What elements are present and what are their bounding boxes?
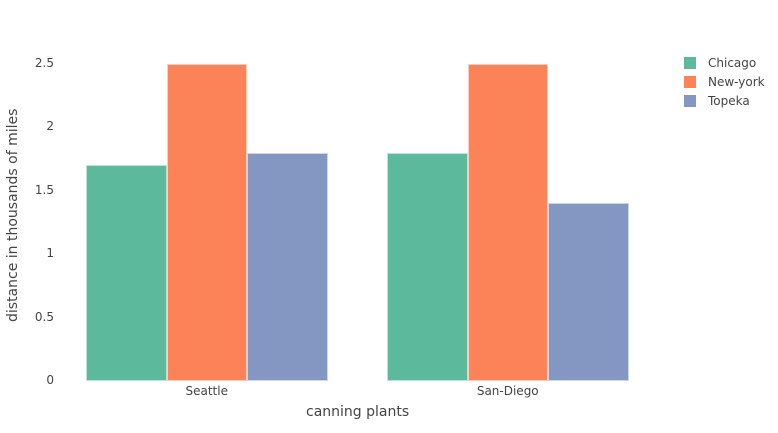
bar-san-diego-new-york[interactable] <box>467 64 548 381</box>
legend: Chicago New-york Topeka <box>684 53 765 110</box>
y-tick-label: 2.5 <box>34 56 54 70</box>
bar-seattle-new-york[interactable] <box>166 64 247 381</box>
legend-swatch-icon <box>684 75 696 88</box>
legend-item-new-york[interactable]: New-york <box>684 72 765 91</box>
y-tick-label: 0.5 <box>34 309 54 324</box>
plot-area <box>66 64 648 381</box>
bar-seattle-topeka[interactable] <box>247 152 328 381</box>
legend-label: Topeka <box>708 93 750 108</box>
x-tick-label: Seattle <box>185 384 228 398</box>
y-tick-label: 1 <box>46 246 54 261</box>
legend-item-chicago[interactable]: Chicago <box>684 53 765 72</box>
legend-item-topeka[interactable]: Topeka <box>684 91 765 110</box>
x-axis-title: canning plants <box>306 404 410 420</box>
y-tick-label: 2 <box>46 119 54 134</box>
y-tick-label: 1.5 <box>34 182 54 197</box>
bar-san-diego-chicago[interactable] <box>387 152 468 381</box>
y-tick-label: 0 <box>46 373 54 387</box>
legend-swatch-icon <box>684 56 696 69</box>
bar-san-diego-topeka[interactable] <box>548 203 629 381</box>
legend-label: New-york <box>708 74 765 89</box>
y-axis-title: distance in thousands of miles <box>5 108 21 322</box>
legend-label: Chicago <box>708 55 757 70</box>
legend-swatch-icon <box>684 94 696 107</box>
bar-seattle-chicago[interactable] <box>86 165 167 381</box>
x-tick-label: San-Diego <box>476 384 539 398</box>
